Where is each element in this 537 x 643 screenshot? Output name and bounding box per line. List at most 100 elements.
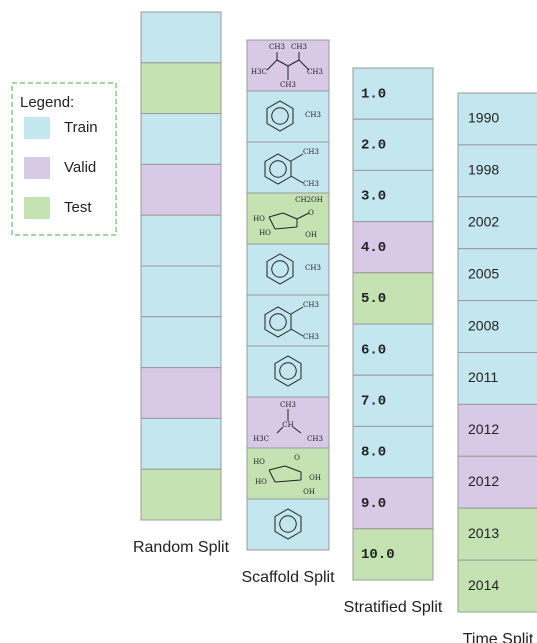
split-cell [140, 62, 222, 115]
benzene-ring [264, 306, 292, 338]
atom-label: CH3 [269, 43, 285, 51]
split-cell [457, 455, 537, 509]
ring-circle [271, 107, 289, 125]
atom-label: OH [309, 474, 321, 482]
column-label: Random Split [133, 539, 230, 556]
cell-year: 2012 [468, 421, 499, 437]
split-cell [140, 214, 222, 267]
split-cell [457, 559, 537, 613]
cell-value: 10.0 [361, 547, 395, 563]
cell-value: 9.0 [361, 496, 386, 512]
split-cell [140, 11, 222, 64]
split-cell [140, 113, 222, 165]
benzene-ring [274, 355, 302, 387]
ring-circle [279, 515, 297, 533]
split-cell [352, 221, 434, 274]
bond [274, 226, 298, 230]
bond [290, 306, 304, 315]
split-cell [140, 316, 222, 369]
ring-circle [269, 160, 287, 178]
split-cell [457, 507, 537, 561]
atom-label: CH3 [303, 148, 319, 156]
bond [292, 426, 302, 434]
atom-label: CH3 [303, 333, 319, 341]
cell-year: 1990 [468, 110, 499, 126]
bond [282, 212, 298, 220]
atom-label: CH3 [305, 111, 321, 119]
split-cell [246, 498, 330, 551]
ring-circle [269, 313, 287, 331]
bond [290, 175, 304, 184]
split-cell [140, 265, 222, 318]
split-cell [140, 367, 222, 419]
ring-circle [279, 362, 297, 380]
cell-value: 1.0 [361, 86, 386, 102]
atom-label: HO [253, 215, 265, 223]
split-cell [352, 477, 434, 530]
legend-swatch [24, 157, 50, 179]
atom-label: CH3 [280, 81, 296, 89]
atom-label: O [294, 454, 300, 462]
benzene-ring [274, 508, 302, 540]
cell-value: 6.0 [361, 342, 386, 358]
cell-value: 3.0 [361, 189, 386, 205]
bond [276, 426, 284, 434]
legend-box [11, 82, 117, 236]
bond [284, 465, 302, 473]
bond [296, 212, 310, 220]
atom-label: OH [305, 231, 317, 239]
atom-label: CH3 [305, 264, 321, 272]
atom-label: CH3 [303, 180, 319, 188]
benzene-ring [264, 153, 292, 185]
atom-label: HO [255, 478, 267, 486]
split-cell [246, 294, 330, 347]
bond [266, 59, 278, 71]
legend-label: Train [64, 119, 98, 136]
cell-year: 2008 [468, 317, 499, 333]
atom-label: HO [259, 229, 271, 237]
split-cell [457, 196, 537, 250]
split-cell [352, 169, 434, 223]
split-cell [140, 163, 222, 216]
column-label: Scaffold Split [241, 569, 335, 586]
split-cell [457, 248, 537, 302]
cell-year: 2005 [468, 265, 499, 281]
bond [290, 153, 304, 162]
split-cell [246, 192, 330, 245]
split-cell [246, 345, 330, 398]
split-cell [457, 300, 537, 354]
split-cell [140, 417, 222, 470]
cell-year: 2012 [468, 473, 499, 489]
split-cell [140, 468, 222, 521]
cell-year: 2002 [468, 213, 499, 229]
bond [268, 469, 276, 483]
bond [274, 479, 302, 483]
atom-label: H3C [253, 435, 269, 443]
bond [276, 59, 289, 67]
atom-label: HO [253, 458, 265, 466]
benzene-ring [266, 253, 294, 285]
legend-label: Valid [64, 159, 96, 176]
cell-year: 1998 [468, 162, 499, 178]
split-cell [246, 141, 330, 194]
atom-label: CH2OH [295, 196, 323, 204]
atom-label: CH3 [303, 301, 319, 309]
cell-value: 8.0 [361, 445, 386, 461]
cell-value: 7.0 [361, 394, 386, 410]
bond [287, 59, 300, 67]
atom-label: H3C [251, 68, 267, 76]
split-cell [352, 67, 434, 120]
cell-year: 2011 [468, 369, 498, 385]
cell-year: 2013 [468, 525, 499, 541]
split-cell [352, 323, 434, 376]
legend-swatch [24, 117, 50, 139]
legend-label: Test [64, 199, 92, 216]
split-cell [457, 144, 537, 198]
atom-label: CH [282, 421, 293, 429]
atom-label: CH3 [307, 68, 323, 76]
atom-label: OH [303, 488, 315, 496]
split-cell [352, 528, 434, 581]
bond [298, 59, 310, 71]
atom-label: CH3 [280, 401, 296, 409]
